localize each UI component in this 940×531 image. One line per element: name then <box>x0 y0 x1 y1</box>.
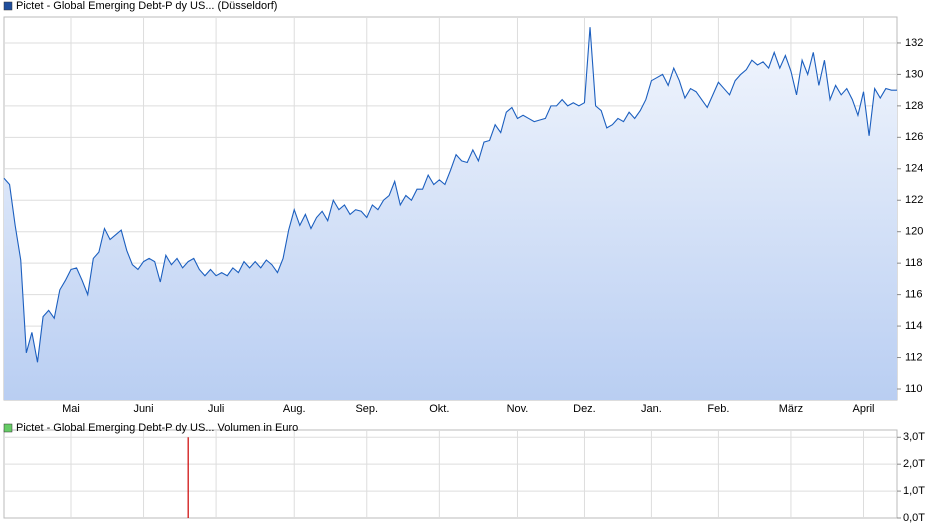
x-tick-label: Juni <box>133 403 153 415</box>
y-tick-label: 128 <box>905 100 923 112</box>
y-tick-label: 2,0T <box>903 458 925 470</box>
legend-swatch <box>3 423 13 433</box>
legend-label: Pictet - Global Emerging Debt-P dy US...… <box>16 0 277 12</box>
x-tick-label: Okt. <box>429 403 449 415</box>
x-tick-label: Aug. <box>283 403 306 415</box>
y-tick-label: 0,0T <box>903 512 925 524</box>
x-tick-label: Feb. <box>707 403 729 415</box>
x-tick-label: Dez. <box>573 403 596 415</box>
y-tick-label: 3,0T <box>903 431 925 443</box>
legend-label: Pictet - Global Emerging Debt-P dy US...… <box>16 422 298 434</box>
x-tick-label: Jan. <box>641 403 662 415</box>
x-tick-label: März <box>779 403 803 415</box>
x-tick-label: April <box>853 403 875 415</box>
y-tick-label: 132 <box>905 37 923 49</box>
y-tick-label: 122 <box>905 194 923 206</box>
y-tick-label: 126 <box>905 131 923 143</box>
y-tick-label: 116 <box>905 289 923 301</box>
y-tick-label: 120 <box>905 226 923 238</box>
x-tick-label: Juli <box>208 403 225 415</box>
x-tick-label: Nov. <box>507 403 529 415</box>
x-tick-label: Mai <box>62 403 80 415</box>
x-tick-label: Sep. <box>355 403 378 415</box>
y-tick-label: 114 <box>905 320 923 332</box>
y-tick-label: 118 <box>905 257 923 269</box>
y-tick-label: 130 <box>905 68 923 80</box>
y-tick-label: 110 <box>905 383 923 395</box>
y-tick-label: 124 <box>905 163 923 175</box>
y-tick-label: 112 <box>905 351 923 363</box>
legend-swatch <box>3 1 13 11</box>
y-tick-label: 1,0T <box>903 485 925 497</box>
price-line <box>3 27 897 363</box>
volume-frame <box>3 429 898 519</box>
price-area <box>4 27 897 400</box>
